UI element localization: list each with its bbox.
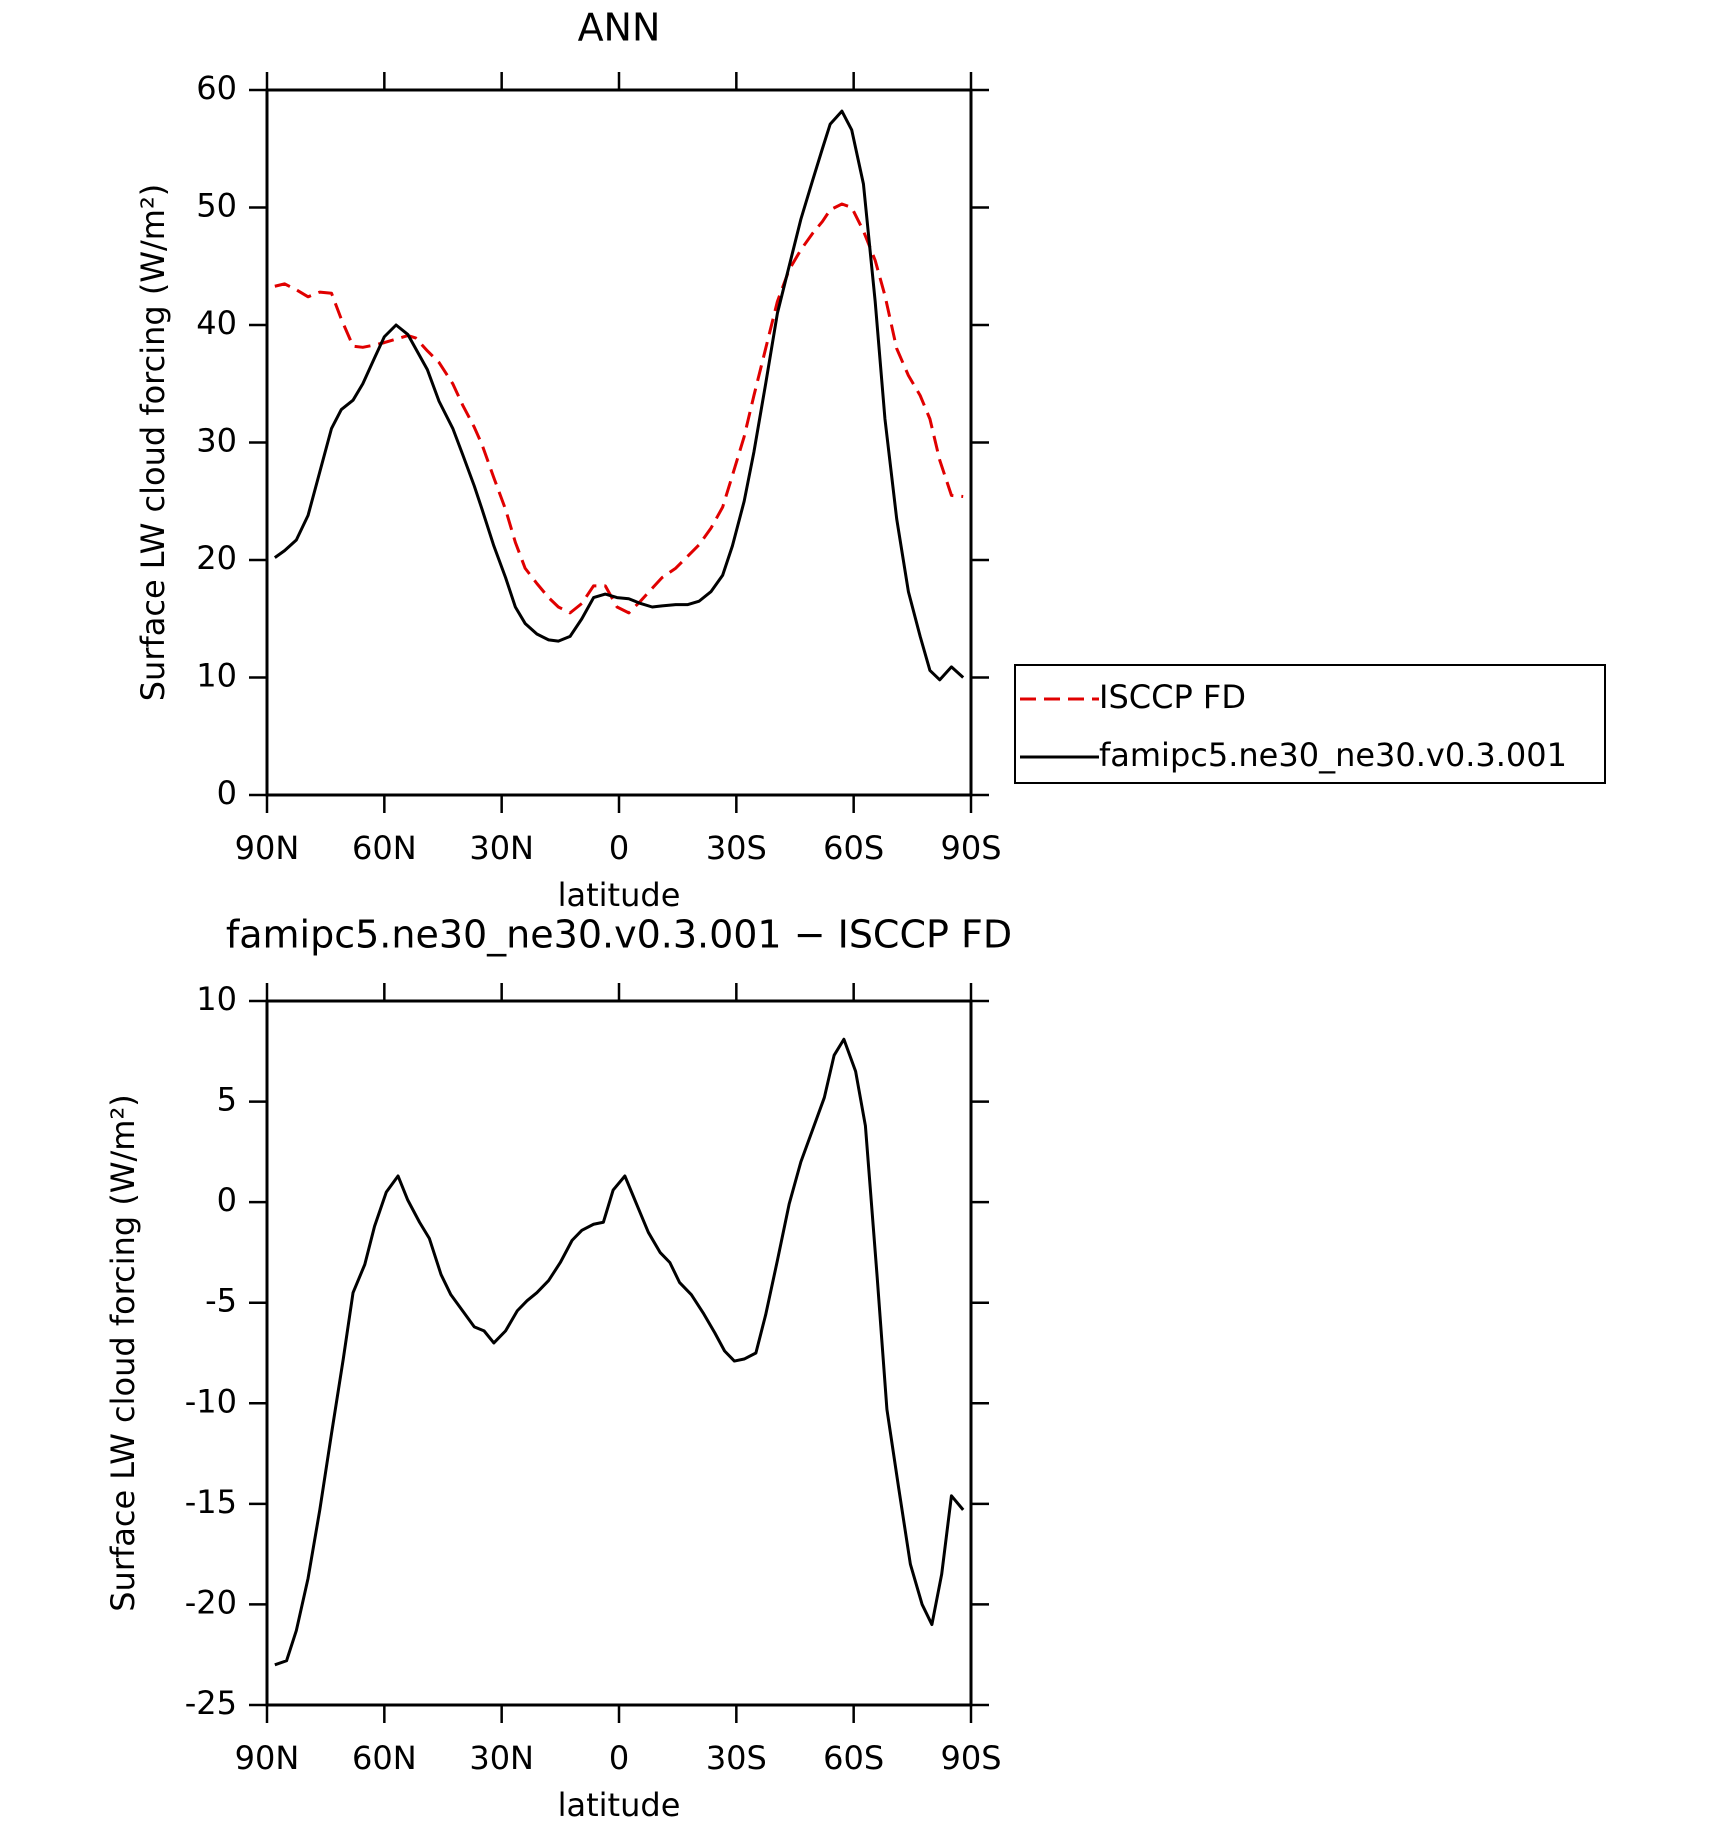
data-line — [274, 202, 964, 615]
x-tick-label: 60S — [823, 829, 884, 867]
y-axis-label: Surface LW cloud forcing (W/m²) — [104, 1094, 142, 1612]
x-tick-label: 90N — [235, 829, 300, 867]
legend-box — [1014, 664, 1606, 784]
y-tick-label: -25 — [185, 1684, 237, 1722]
data-line — [274, 1037, 965, 1667]
y-tick-label: -5 — [205, 1282, 237, 1320]
legend-label: ISCCP FD — [1099, 678, 1246, 716]
x-tick-label: 30N — [469, 829, 534, 867]
y-tick-label: 30 — [196, 422, 237, 460]
y-tick-label: 0 — [217, 774, 237, 812]
x-tick-label: 0 — [609, 829, 629, 867]
y-tick-label: 10 — [196, 980, 237, 1018]
x-tick-label: 90S — [940, 1739, 1001, 1777]
x-tick-label: 60N — [352, 1739, 417, 1777]
y-tick-label: 60 — [196, 69, 237, 107]
x-tick-label: 90N — [235, 1739, 300, 1777]
x-axis-label: latitude — [558, 1786, 681, 1822]
x-tick-label: 60S — [823, 1739, 884, 1777]
y-tick-label: -20 — [185, 1583, 237, 1621]
plot-frame — [265, 88, 973, 797]
y-tick-label: 10 — [196, 657, 237, 695]
data-line — [273, 109, 965, 682]
x-tick-label: 0 — [609, 1739, 629, 1777]
x-tick-label: 30N — [469, 1739, 534, 1777]
legend-label: famipc5.ne30_ne30.v0.3.001 — [1099, 736, 1567, 774]
chart-title: ANN — [578, 6, 661, 50]
y-tick-label: 40 — [196, 304, 237, 342]
y-tick-label: -10 — [185, 1382, 237, 1420]
chart-title: famipc5.ne30_ne30.v0.3.001 − ISCCP FD — [226, 913, 1012, 957]
y-tick-label: 20 — [196, 539, 237, 577]
x-tick-label: 30S — [706, 1739, 767, 1777]
y-tick-label: 0 — [217, 1181, 237, 1219]
y-axis-label: Surface LW cloud forcing (W/m²) — [134, 184, 172, 702]
y-tick-label: 5 — [217, 1081, 237, 1119]
x-tick-label: 90S — [940, 829, 1001, 867]
x-tick-label: 30S — [706, 829, 767, 867]
x-tick-label: 60N — [352, 829, 417, 867]
x-axis-label: latitude — [558, 876, 681, 914]
y-tick-label: -15 — [185, 1483, 237, 1521]
plot-frame — [265, 999, 973, 1707]
y-tick-label: 50 — [196, 187, 237, 225]
